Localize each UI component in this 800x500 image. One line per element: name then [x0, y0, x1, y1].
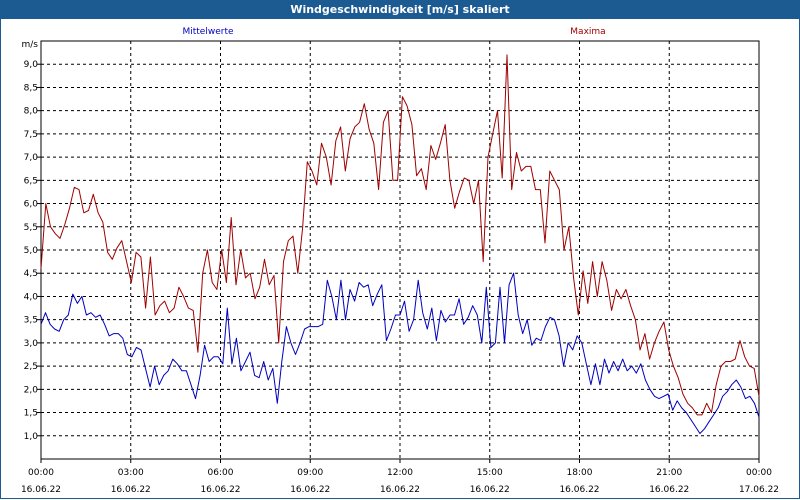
y-tick-label: 6,5: [24, 176, 38, 186]
y-tick-label: 2,0: [24, 385, 39, 395]
y-tick-label: 8,5: [24, 83, 38, 93]
legend-maxima: Maxima: [570, 27, 605, 37]
x-tick-label-date: 16.06.22: [200, 485, 240, 495]
legend: Mittelwerte Maxima: [182, 27, 605, 37]
y-tick-label: 8,0: [24, 107, 39, 117]
x-tick-label-date: 16.06.22: [649, 485, 689, 495]
window-title: Windgeschwindigkeit [m/s] skaliert: [0, 0, 800, 19]
y-tick-label: 5,5: [24, 223, 38, 233]
y-tick-label: 1,5: [24, 409, 38, 419]
chart: 1,0 1,5 2,0 2,5 3,0 3,5 4,0 4,5 5,0 5,5 6,0 6,5 7,0 7…: [21, 27, 779, 495]
y-tick-label: 9,0: [24, 60, 39, 70]
x-tick-label-date: 16.06.22: [21, 485, 61, 495]
y-tick-label: 5,0: [24, 246, 39, 256]
y-axis-unit: m/s: [22, 40, 39, 50]
x-tick-label-time: 00:00: [28, 468, 54, 478]
y-tick-label: 7,5: [24, 130, 38, 140]
x-tick-label-date: 16.06.22: [111, 485, 151, 495]
series-lines: [40, 54, 760, 434]
x-tick-label-time: 21:00: [656, 468, 682, 478]
grid: [41, 41, 759, 459]
mittelwerte-line: [40, 272, 760, 434]
x-tick-label-time: 00:00: [746, 468, 772, 478]
x-tick-label-time: 09:00: [297, 468, 323, 478]
y-tick-label: 6,0: [24, 200, 39, 210]
y-tick-label: 3,5: [24, 316, 38, 326]
x-tick-label-date: 17.06.22: [739, 485, 779, 495]
x-tick-label-time: 18:00: [567, 468, 593, 478]
x-tick-label-date: 16.06.22: [290, 485, 330, 495]
x-tick-label-date: 16.06.22: [559, 485, 599, 495]
y-tick-label: 4,0: [24, 292, 39, 302]
x-tick-label-date: 16.06.22: [380, 485, 420, 495]
x-axis-tick-labels: 00:00 16.06.22 03:00 16.06.22 06:00 16.06.22 0…: [21, 468, 779, 495]
axes: [37, 40, 760, 463]
y-tick-label: 3,0: [24, 339, 39, 349]
x-tick-label-time: 03:00: [118, 468, 144, 478]
legend-mittelwerte: Mittelwerte: [182, 27, 233, 37]
y-tick-label: 7,0: [24, 153, 39, 163]
y-axis-tick-labels: 1,0 1,5 2,0 2,5 3,0 3,5 4,0 4,5 5,0 5,5 6,0 6,5 7,0 7…: [22, 40, 39, 442]
maxima-line: [40, 54, 760, 416]
y-tick-label: 2,5: [24, 362, 38, 372]
plot-border: [40, 40, 760, 460]
x-tick-label-date: 16.06.22: [470, 485, 510, 495]
chart-frame: 1,0 1,5 2,0 2,5 3,0 3,5 4,0 4,5 5,0 5,5 6,0 6,5 7,0 7…: [0, 19, 800, 499]
x-tick-label-time: 15:00: [477, 468, 503, 478]
x-tick-label-time: 06:00: [208, 468, 234, 478]
y-tick-label: 4,5: [24, 269, 38, 279]
x-tick-label-time: 12:00: [387, 468, 413, 478]
y-tick-label: 1,0: [24, 432, 39, 442]
